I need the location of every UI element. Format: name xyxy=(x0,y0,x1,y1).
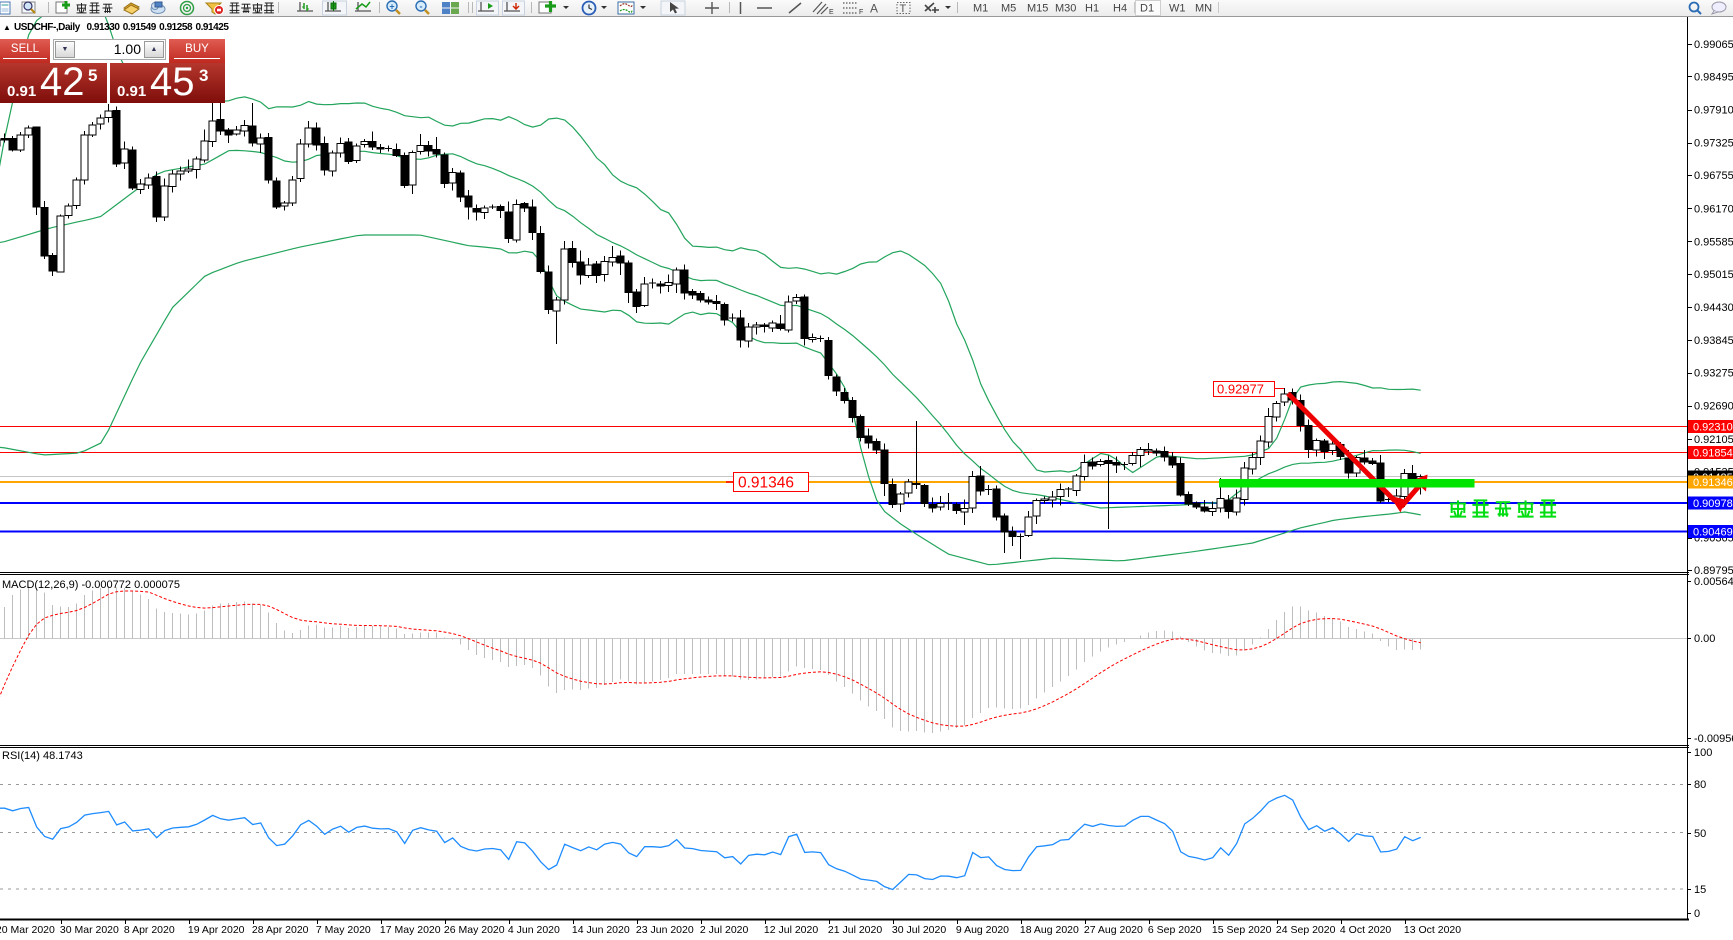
svg-text:15 Sep 2020: 15 Sep 2020 xyxy=(1212,924,1272,936)
svg-text:100: 100 xyxy=(1694,747,1712,759)
svg-text:H4: H4 xyxy=(1113,3,1127,15)
svg-text:12 Jul 2020: 12 Jul 2020 xyxy=(764,924,818,936)
svg-text:30 Mar 2020: 30 Mar 2020 xyxy=(60,924,119,936)
svg-text:0.94430: 0.94430 xyxy=(1694,302,1733,314)
svg-text:8 Apr 2020: 8 Apr 2020 xyxy=(124,924,175,936)
svg-text:27 Aug 2020: 27 Aug 2020 xyxy=(1084,924,1143,936)
svg-text:0.92977: 0.92977 xyxy=(1217,382,1264,397)
svg-text:0.96170: 0.96170 xyxy=(1694,203,1733,215)
svg-text:0.92310: 0.92310 xyxy=(1693,422,1733,434)
svg-text:0: 0 xyxy=(1694,908,1700,920)
svg-text:0.92690: 0.92690 xyxy=(1694,401,1733,413)
svg-text:26 May 2020: 26 May 2020 xyxy=(444,924,505,936)
svg-text:17 May 2020: 17 May 2020 xyxy=(380,924,441,936)
svg-text:0.98495: 0.98495 xyxy=(1694,71,1733,83)
svg-text:50: 50 xyxy=(1694,828,1706,840)
svg-text:0.96755: 0.96755 xyxy=(1694,170,1733,182)
svg-text:0.97910: 0.97910 xyxy=(1694,105,1733,117)
svg-text:30 Jul 2020: 30 Jul 2020 xyxy=(892,924,946,936)
svg-text:0.91346: 0.91346 xyxy=(1693,477,1733,489)
svg-text:0.97325: 0.97325 xyxy=(1694,138,1733,150)
svg-text:0.91346: 0.91346 xyxy=(738,475,794,492)
svg-text:19 Apr 2020: 19 Apr 2020 xyxy=(188,924,245,936)
svg-text:T: T xyxy=(900,3,907,15)
svg-text:0.90978: 0.90978 xyxy=(1693,498,1733,510)
svg-text:28 Apr 2020: 28 Apr 2020 xyxy=(252,924,309,936)
svg-text:15: 15 xyxy=(1694,884,1706,896)
svg-text:+: + xyxy=(389,2,394,12)
svg-text:0.99065: 0.99065 xyxy=(1694,39,1733,51)
svg-text:0.89795: 0.89795 xyxy=(1694,565,1733,577)
svg-text:MN: MN xyxy=(1195,3,1212,15)
svg-text:M5: M5 xyxy=(1001,3,1016,15)
svg-text:M30: M30 xyxy=(1055,3,1076,15)
svg-text:-: - xyxy=(420,2,423,12)
svg-text:0.92105: 0.92105 xyxy=(1694,434,1733,446)
svg-text:0.93275: 0.93275 xyxy=(1694,368,1733,380)
svg-text:0.93845: 0.93845 xyxy=(1694,335,1733,347)
svg-text:6 Sep 2020: 6 Sep 2020 xyxy=(1148,924,1202,936)
svg-text:4 Oct 2020: 4 Oct 2020 xyxy=(1340,924,1392,936)
svg-text:21 Jul 2020: 21 Jul 2020 xyxy=(828,924,882,936)
svg-text:D1: D1 xyxy=(1140,3,1154,15)
svg-text:-0.009565: -0.009565 xyxy=(1694,733,1733,745)
svg-text:0.95585: 0.95585 xyxy=(1694,237,1733,249)
svg-text:0.00564: 0.00564 xyxy=(1694,576,1733,588)
svg-text:M1: M1 xyxy=(973,3,988,15)
svg-text:A: A xyxy=(870,2,878,16)
svg-text:18 Aug 2020: 18 Aug 2020 xyxy=(1020,924,1079,936)
svg-text:E: E xyxy=(829,9,834,16)
svg-text:9 Aug 2020: 9 Aug 2020 xyxy=(956,924,1009,936)
svg-text:W1: W1 xyxy=(1169,3,1186,15)
svg-text:0.95015: 0.95015 xyxy=(1694,269,1733,281)
svg-text:F: F xyxy=(859,9,863,16)
svg-text:24 Sep 2020: 24 Sep 2020 xyxy=(1276,924,1336,936)
svg-text:0.90469: 0.90469 xyxy=(1693,527,1733,539)
svg-text:14 Jun 2020: 14 Jun 2020 xyxy=(572,924,630,936)
svg-text:RSI(14) 48.1743: RSI(14) 48.1743 xyxy=(2,750,83,762)
svg-text:0.00: 0.00 xyxy=(1694,633,1715,645)
svg-text:4 Jun 2020: 4 Jun 2020 xyxy=(508,924,560,936)
svg-text:2 Jul 2020: 2 Jul 2020 xyxy=(700,924,749,936)
svg-text:80: 80 xyxy=(1694,779,1706,791)
svg-text:20 Mar 2020: 20 Mar 2020 xyxy=(0,924,55,936)
svg-text:H1: H1 xyxy=(1085,3,1099,15)
svg-text:0.91854: 0.91854 xyxy=(1693,448,1733,460)
svg-text:13 Oct 2020: 13 Oct 2020 xyxy=(1404,924,1461,936)
svg-text:M15: M15 xyxy=(1027,3,1048,15)
svg-text:23 Jun 2020: 23 Jun 2020 xyxy=(636,924,694,936)
svg-text:7 May 2020: 7 May 2020 xyxy=(316,924,371,936)
svg-text:MACD(12,26,9) -0.000772 0.0000: MACD(12,26,9) -0.000772 0.000075 xyxy=(2,579,180,591)
